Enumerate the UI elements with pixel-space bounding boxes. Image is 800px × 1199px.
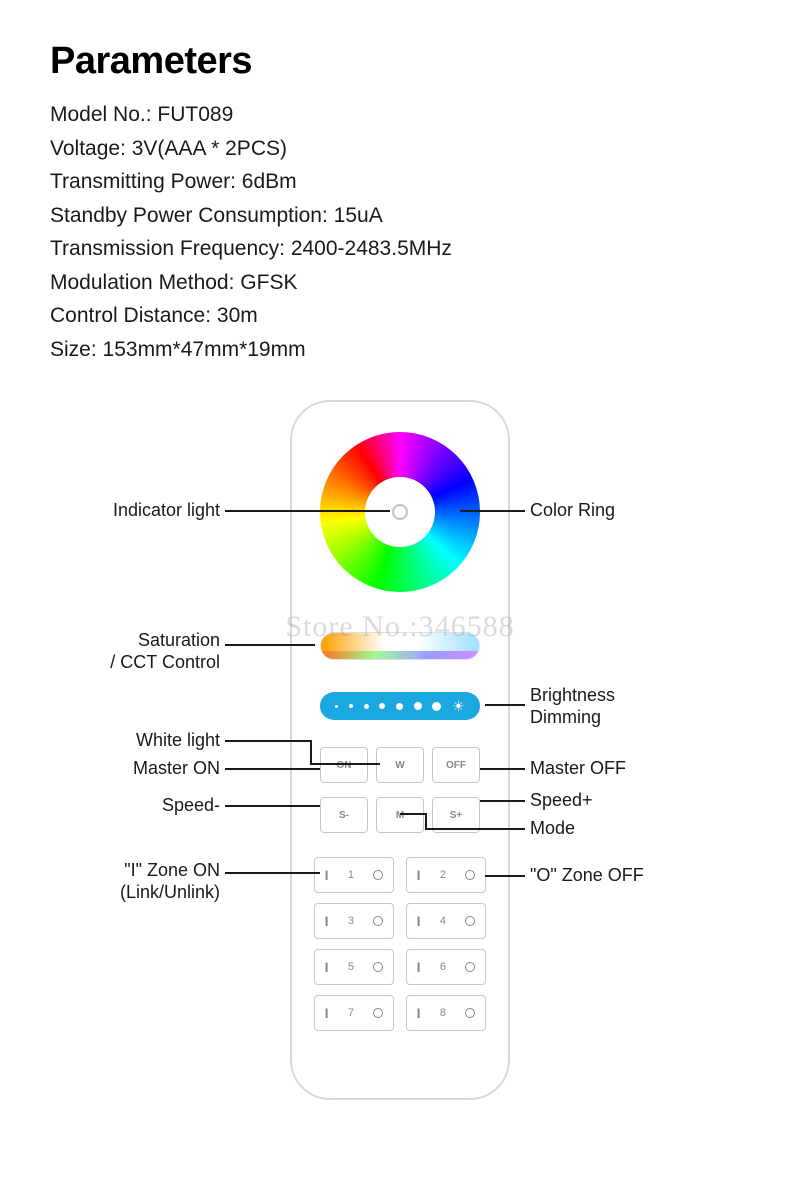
callout-line [225, 644, 315, 646]
callout-line [225, 872, 320, 874]
zone-on-icon: I [325, 1005, 329, 1021]
saturation-bar[interactable] [320, 632, 480, 660]
brightness-dot-icon [432, 702, 441, 711]
zone-5-button[interactable]: I5 [314, 949, 394, 985]
zone-off-icon [373, 916, 383, 926]
color-ring-center [365, 477, 435, 547]
remote-diagram: ☀ ON W OFF S- M S+ I1 I2 I3 I4 I5 I6 I7 … [0, 400, 800, 1180]
param-standby: Standby Power Consumption: 15uA [50, 200, 750, 232]
param-tx-power: Transmitting Power: 6dBm [50, 166, 750, 198]
zone-off-icon [465, 870, 475, 880]
zone-8-button[interactable]: I8 [406, 995, 486, 1031]
white-button[interactable]: W [376, 747, 424, 783]
zone-on-icon: I [417, 1005, 421, 1021]
param-size: Size: 153mm*47mm*19mm [50, 334, 750, 366]
callout-speed-plus: Speed+ [530, 790, 690, 812]
zone-on-icon: I [325, 913, 329, 929]
brightness-sun-icon: ☀ [452, 698, 465, 715]
brightness-bar[interactable]: ☀ [320, 692, 480, 720]
zone-off-icon [373, 962, 383, 972]
zone-2-button[interactable]: I2 [406, 857, 486, 893]
brightness-dot-icon [349, 704, 353, 708]
param-freq: Transmission Frequency: 2400-2483.5MHz [50, 233, 750, 265]
param-modulation: Modulation Method: GFSK [50, 267, 750, 299]
callout-line [225, 510, 390, 512]
callout-line [225, 805, 320, 807]
zone-4-button[interactable]: I4 [406, 903, 486, 939]
zone-off-icon [465, 1008, 475, 1018]
on-button[interactable]: ON [320, 747, 368, 783]
callout-line [485, 704, 525, 706]
callout-line [310, 763, 380, 765]
mode-button[interactable]: M [376, 797, 424, 833]
zone-grid: I1 I2 I3 I4 I5 I6 I7 I8 [314, 857, 486, 1031]
callout-master-on: Master ON [100, 758, 220, 780]
brightness-dot-icon [379, 703, 385, 709]
zone-on-icon: I [417, 867, 421, 883]
callout-line [480, 800, 525, 802]
zone-on-icon: I [417, 959, 421, 975]
callout-indicator: Indicator light [60, 500, 220, 522]
param-model: Model No.: FUT089 [50, 99, 750, 131]
callout-line [400, 813, 425, 815]
zone-7-button[interactable]: I7 [314, 995, 394, 1031]
speed-minus-button[interactable]: S- [320, 797, 368, 833]
zone-on-icon: I [417, 913, 421, 929]
callout-line [460, 510, 525, 512]
callout-line [480, 768, 525, 770]
callout-zone-on: "I" Zone ON(Link/Unlink) [60, 860, 220, 903]
callout-line [310, 740, 312, 765]
callout-line [425, 828, 525, 830]
button-row-1: ON W OFF [320, 747, 480, 783]
zone-1-button[interactable]: I1 [314, 857, 394, 893]
callout-saturation: Saturation/ CCT Control [70, 630, 220, 673]
remote-body: ☀ ON W OFF S- M S+ I1 I2 I3 I4 I5 I6 I7 … [290, 400, 510, 1100]
zone-3-button[interactable]: I3 [314, 903, 394, 939]
off-button[interactable]: OFF [432, 747, 480, 783]
callout-line [425, 813, 427, 828]
zone-off-icon [373, 870, 383, 880]
callout-master-off: Master OFF [530, 758, 690, 780]
zone-off-icon [373, 1008, 383, 1018]
callout-speed-minus: Speed- [100, 795, 220, 817]
zone-on-icon: I [325, 867, 329, 883]
indicator-light-icon [392, 504, 408, 520]
brightness-dot-icon [364, 704, 369, 709]
zone-off-icon [465, 916, 475, 926]
zone-off-icon [465, 962, 475, 972]
callout-line [485, 875, 525, 877]
brightness-dot-icon [414, 702, 422, 710]
page-title: Parameters [50, 40, 750, 83]
callout-brightness: BrightnessDimming [530, 685, 690, 728]
callout-line [225, 740, 310, 742]
param-voltage: Voltage: 3V(AAA * 2PCS) [50, 133, 750, 165]
param-distance: Control Distance: 30m [50, 300, 750, 332]
parameters-list: Model No.: FUT089 Voltage: 3V(AAA * 2PCS… [50, 99, 750, 365]
color-ring[interactable] [320, 432, 480, 592]
callout-line [225, 768, 320, 770]
callout-white: White light [100, 730, 220, 752]
zone-6-button[interactable]: I6 [406, 949, 486, 985]
brightness-dot-icon [396, 703, 403, 710]
callout-zone-off: "O" Zone OFF [530, 865, 710, 887]
zone-on-icon: I [325, 959, 329, 975]
brightness-dot-icon [335, 705, 338, 708]
callout-color-ring: Color Ring [530, 500, 690, 522]
callout-mode: Mode [530, 818, 690, 840]
